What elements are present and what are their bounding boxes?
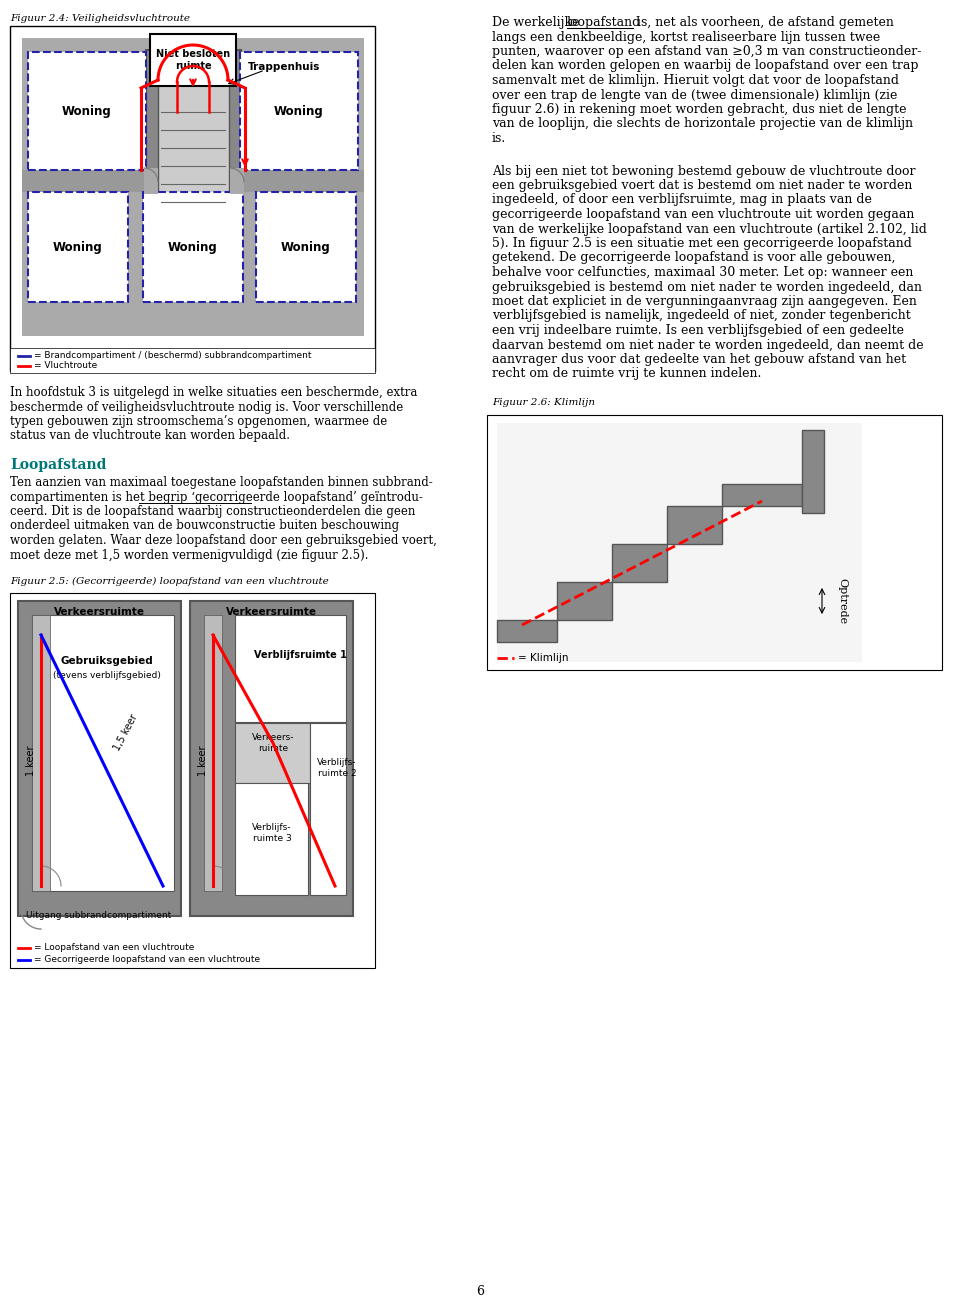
Text: Figuur 2.6: Klimlijn: Figuur 2.6: Klimlijn (492, 398, 595, 407)
Text: 6: 6 (476, 1284, 484, 1297)
Text: = Gecorrigeerde loopafstand van een vluchtroute: = Gecorrigeerde loopafstand van een vluc… (34, 956, 260, 965)
Text: 1,5 keer: 1,5 keer (112, 712, 139, 752)
Bar (190, 601, 353, 915)
Bar (497, 619, 557, 642)
Text: Als bij een niet tot bewoning bestemd gebouw de vluchtroute door: Als bij een niet tot bewoning bestemd ge… (492, 164, 916, 177)
Text: langs een denkbeeldige, kortst realiseerbare lijn tussen twee: langs een denkbeeldige, kortst realiseer… (492, 30, 880, 43)
Text: Woning: Woning (168, 240, 218, 253)
Bar (28, 192, 128, 303)
Text: gebruiksgebied is bestemd om niet nader te worden ingedeeld, dan: gebruiksgebied is bestemd om niet nader … (492, 280, 922, 293)
Text: een gebruiksgebied voert dat is bestemd om niet nader te worden: een gebruiksgebied voert dat is bestemd … (492, 179, 912, 192)
Text: 1 keer: 1 keer (198, 746, 208, 776)
Bar (150, 34, 236, 86)
Text: In hoofdstuk 3 is uitgelegd in welke situaties een beschermde, extra: In hoofdstuk 3 is uitgelegd in welke sit… (10, 386, 418, 399)
Text: daarvan bestemd om niet nader te worden ingedeeld, dan neemt de: daarvan bestemd om niet nader te worden … (492, 339, 924, 352)
Text: figuur 2.6) in rekening moet worden gebracht, dus niet de lengte: figuur 2.6) in rekening moet worden gebr… (492, 103, 906, 116)
Text: punten, waarover op een afstand van ≥0,3 m van constructieonder-: punten, waarover op een afstand van ≥0,3… (492, 46, 922, 57)
Text: aanvrager dus voor dat gedeelte van het gebouw afstand van het: aanvrager dus voor dat gedeelte van het … (492, 353, 906, 366)
Bar (32, 615, 174, 891)
Text: gecorrigeerde loopafstand van een vluchtroute uit worden gegaan: gecorrigeerde loopafstand van een vlucht… (492, 209, 914, 220)
Text: = Klimlijn: = Klimlijn (518, 653, 568, 662)
Text: 1 keer: 1 keer (26, 746, 36, 776)
Text: behalve voor celfuncties, maximaal 30 meter. Let op: wanneer een: behalve voor celfuncties, maximaal 30 me… (492, 266, 913, 279)
Text: Woning: Woning (53, 240, 103, 253)
Text: = Vluchtroute: = Vluchtroute (34, 361, 97, 370)
Text: Niet besloten
ruimte: Niet besloten ruimte (156, 50, 230, 70)
Text: is, net als voorheen, de afstand gemeten: is, net als voorheen, de afstand gemeten (633, 16, 894, 29)
Bar (10, 26, 375, 372)
Bar (722, 484, 802, 506)
Bar (22, 38, 364, 336)
Text: De werkelijke: De werkelijke (492, 16, 584, 29)
Text: status van de vluchtroute kan worden bepaald.: status van de vluchtroute kan worden bep… (10, 429, 290, 442)
Text: van de werkelijke loopafstand van een vluchtroute (artikel 2.102, lid: van de werkelijke loopafstand van een vl… (492, 223, 926, 236)
Text: Verblijfs-
ruimte 3: Verblijfs- ruimte 3 (252, 823, 292, 842)
Text: Optrede: Optrede (837, 578, 847, 625)
Bar (10, 348, 375, 373)
Text: Verkeers-
ruimte: Verkeers- ruimte (252, 733, 295, 752)
Bar (240, 52, 358, 170)
Bar (32, 615, 50, 891)
Text: is.: is. (492, 132, 506, 145)
Text: Verkeersruimte: Verkeersruimte (54, 606, 145, 617)
Bar (235, 782, 308, 895)
Text: moet deze met 1,5 worden vermenigvuldigd (zie figuur 2.5).: moet deze met 1,5 worden vermenigvuldigd… (10, 549, 369, 562)
Text: Verblijfsruimte 1: Verblijfsruimte 1 (253, 649, 347, 660)
Bar (28, 52, 146, 170)
Text: Figuur 2.4: Veiligheidsvluchtroute: Figuur 2.4: Veiligheidsvluchtroute (10, 14, 190, 23)
Text: = Loopafstand van een vluchtroute: = Loopafstand van een vluchtroute (34, 944, 194, 952)
Text: samenvalt met de klimlijn. Hieruit volgt dat voor de loopafstand: samenvalt met de klimlijn. Hieruit volgt… (492, 74, 899, 87)
Text: Verblijfs-
ruimte 2: Verblijfs- ruimte 2 (317, 759, 357, 777)
Bar (256, 192, 356, 303)
Text: Gebruiksgebied: Gebruiksgebied (60, 656, 154, 666)
Text: compartimenten is het begrip ‘gecorrigeerde loopafstand’ geïntrodu-: compartimenten is het begrip ‘gecorrigee… (10, 490, 422, 503)
Bar (310, 722, 346, 895)
Text: = Brandcompartiment / (beschermd) subbrandcompartiment: = Brandcompartiment / (beschermd) subbra… (34, 352, 311, 360)
Bar (18, 601, 181, 915)
Text: een vrij indeelbare ruimte. Is een verblijfsgebied of een gedeelte: een vrij indeelbare ruimte. Is een verbl… (492, 323, 904, 336)
Text: delen kan worden gelopen en waarbij de loopafstand over een trap: delen kan worden gelopen en waarbij de l… (492, 60, 919, 73)
Text: Trappenhuis: Trappenhuis (248, 63, 321, 72)
Bar (667, 506, 722, 544)
Text: typen gebouwen zijn stroomschema’s opgenomen, waarmee de: typen gebouwen zijn stroomschema’s opgen… (10, 415, 387, 428)
Text: ceerd. Dit is de loopafstand waarbij constructieonderdelen die geen: ceerd. Dit is de loopafstand waarbij con… (10, 505, 416, 518)
Bar (612, 544, 667, 582)
Text: Verkeersruimte: Verkeersruimte (226, 606, 317, 617)
Text: worden gelaten. Waar deze loopafstand door een gebruiksgebied voert,: worden gelaten. Waar deze loopafstand do… (10, 535, 437, 546)
Text: Figuur 2.5: (Gecorrigeerde) loopafstand van een vluchtroute: Figuur 2.5: (Gecorrigeerde) loopafstand … (10, 576, 328, 585)
Bar (487, 415, 942, 670)
Bar (802, 430, 824, 512)
Bar (158, 63, 229, 248)
Text: getekend. De gecorrigeerde loopafstand is voor alle gebouwen,: getekend. De gecorrigeerde loopafstand i… (492, 252, 896, 265)
Text: beschermde of veiligheidsvluchtroute nodig is. Voor verschillende: beschermde of veiligheidsvluchtroute nod… (10, 400, 403, 413)
Bar (497, 422, 862, 662)
Bar (204, 615, 222, 891)
Text: van de looplijn, die slechts de horizontale projectie van de klimlijn: van de looplijn, die slechts de horizont… (492, 117, 913, 130)
Text: loopafstand: loopafstand (567, 16, 641, 29)
Text: (tevens verblijfsgebied): (tevens verblijfsgebied) (53, 672, 161, 679)
Text: Ten aanzien van maximaal toegestane loopafstanden binnen subbrand-: Ten aanzien van maximaal toegestane loop… (10, 476, 433, 489)
Text: ingedeeld, of door een verblijfsruimte, mag in plaats van de: ingedeeld, of door een verblijfsruimte, … (492, 193, 872, 206)
Bar (230, 168, 244, 194)
Bar (10, 593, 375, 968)
Text: moet dat expliciet in de vergunningaanvraag zijn aangegeven. Een: moet dat expliciet in de vergunningaanvr… (492, 295, 917, 308)
Bar (235, 722, 310, 782)
Text: recht om de ruimte vrij te kunnen indelen.: recht om de ruimte vrij te kunnen indele… (492, 368, 761, 381)
Text: Uitgang subbrandcompartiment: Uitgang subbrandcompartiment (26, 911, 172, 921)
Bar (146, 50, 241, 259)
Text: onderdeel uitmaken van de bouwconstructie buiten beschouwing: onderdeel uitmaken van de bouwconstructi… (10, 519, 399, 532)
Text: over een trap de lengte van de (twee dimensionale) klimlijn (zie: over een trap de lengte van de (twee dim… (492, 89, 898, 102)
Bar (557, 582, 612, 619)
Bar (22, 170, 364, 192)
Text: Woning: Woning (62, 104, 112, 117)
Text: Loopafstand: Loopafstand (10, 458, 107, 472)
Text: verblijfsgebied is namelijk, ingedeeld of niet, zonder tegenbericht: verblijfsgebied is namelijk, ingedeeld o… (492, 309, 911, 322)
Text: 5). In figuur 2.5 is een situatie met een gecorrigeerde loopafstand: 5). In figuur 2.5 is een situatie met ee… (492, 237, 912, 250)
Bar (144, 168, 158, 194)
Text: Woning: Woning (281, 240, 331, 253)
Bar (143, 192, 243, 303)
Bar (235, 615, 346, 722)
Text: Woning: Woning (275, 104, 324, 117)
